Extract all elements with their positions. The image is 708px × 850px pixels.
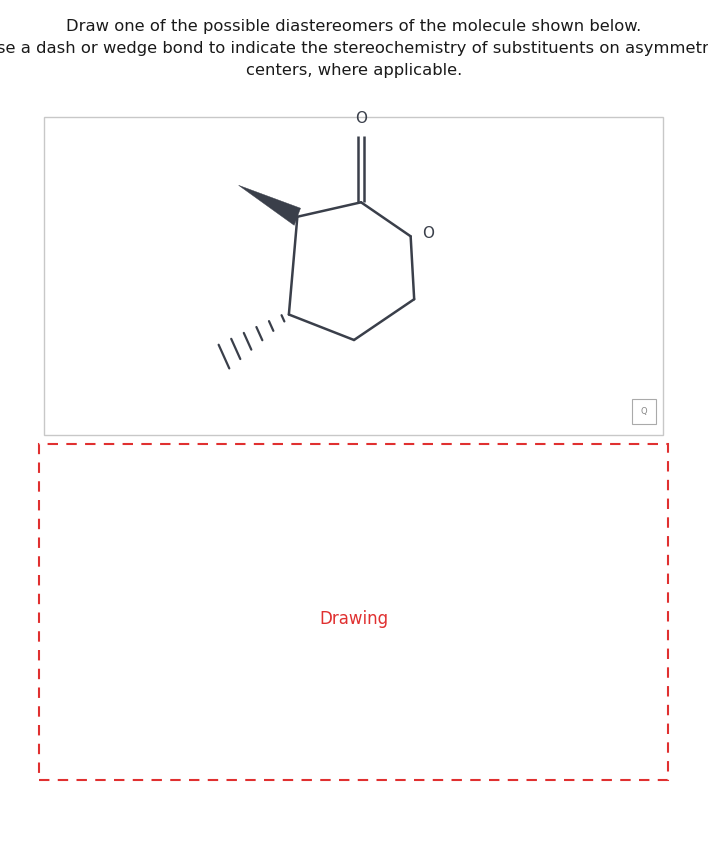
Text: O: O bbox=[355, 110, 367, 126]
Text: centers, where applicable.: centers, where applicable. bbox=[246, 63, 462, 78]
Text: Q: Q bbox=[641, 407, 648, 416]
Text: O: O bbox=[422, 226, 434, 241]
Bar bbox=[44, 117, 663, 435]
Polygon shape bbox=[239, 185, 300, 225]
Text: Draw one of the possible diastereomers of the molecule shown below.: Draw one of the possible diastereomers o… bbox=[67, 19, 641, 34]
Bar bbox=[39, 444, 668, 780]
Text: Use a dash or wedge bond to indicate the stereochemistry of substituents on asym: Use a dash or wedge bond to indicate the… bbox=[0, 41, 708, 56]
FancyBboxPatch shape bbox=[632, 399, 656, 424]
Text: Drawing: Drawing bbox=[319, 609, 389, 628]
